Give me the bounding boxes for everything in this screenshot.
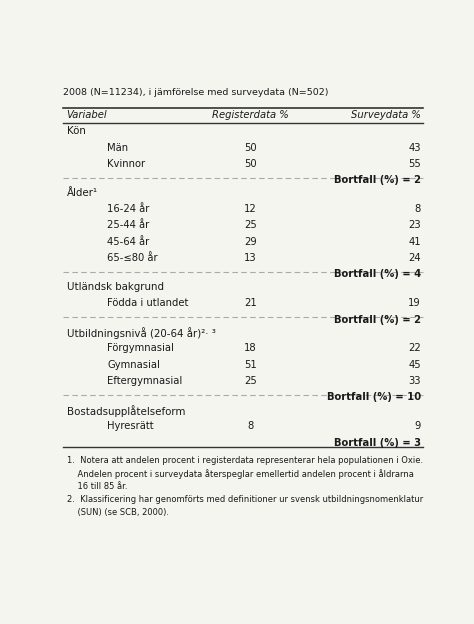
Text: Kvinnor: Kvinnor <box>107 159 145 169</box>
Text: 2008 (N=11234), i jämförelse med surveydata (N=502): 2008 (N=11234), i jämförelse med surveyd… <box>63 89 328 97</box>
Text: 50: 50 <box>244 159 256 169</box>
Text: 16-24 år: 16-24 år <box>107 204 149 214</box>
Text: 13: 13 <box>244 253 256 263</box>
Text: Bortfall (%) = 2: Bortfall (%) = 2 <box>334 314 421 324</box>
Text: 24: 24 <box>409 253 421 263</box>
Text: 25-44 år: 25-44 år <box>107 220 149 230</box>
Text: Utländsk bakgrund: Utländsk bakgrund <box>66 282 164 292</box>
Text: 29: 29 <box>244 236 256 247</box>
Text: (SUN) (se SCB, 2000).: (SUN) (se SCB, 2000). <box>66 509 169 517</box>
Text: Variabel: Variabel <box>66 110 107 120</box>
Text: Bortfall (%) = 2: Bortfall (%) = 2 <box>334 175 421 185</box>
Text: Registerdata %: Registerdata % <box>212 110 289 120</box>
Text: 1.  Notera att andelen procent i registerdata representerar hela populationen i : 1. Notera att andelen procent i register… <box>66 456 423 466</box>
Text: 33: 33 <box>409 376 421 386</box>
Text: 12: 12 <box>244 204 256 214</box>
Text: Surveydata %: Surveydata % <box>351 110 421 120</box>
Text: 25: 25 <box>244 376 256 386</box>
Text: Bortfall (%) = 10: Bortfall (%) = 10 <box>327 392 421 402</box>
Text: 25: 25 <box>244 220 256 230</box>
Text: 21: 21 <box>244 298 256 308</box>
Text: Hyresrätt: Hyresrätt <box>107 421 154 431</box>
Text: Andelen procent i surveydata återspeglar emellertid andelen procent i åldrarna: Andelen procent i surveydata återspeglar… <box>66 469 413 479</box>
Text: Bortfall (%) = 3: Bortfall (%) = 3 <box>334 437 421 447</box>
Text: Utbildningsnivå (20-64 år)²· ³: Utbildningsnivå (20-64 år)²· ³ <box>66 327 216 339</box>
Text: 41: 41 <box>409 236 421 247</box>
Text: 2.  Klassificering har genomförts med definitioner ur svensk utbildningsnomenkla: 2. Klassificering har genomförts med def… <box>66 495 423 504</box>
Text: 55: 55 <box>408 159 421 169</box>
Text: Gymnasial: Gymnasial <box>107 360 160 370</box>
Text: 8: 8 <box>415 204 421 214</box>
Text: Bortfall (%) = 4: Bortfall (%) = 4 <box>334 270 421 280</box>
Text: 23: 23 <box>409 220 421 230</box>
Text: 18: 18 <box>244 343 256 353</box>
Text: 9: 9 <box>415 421 421 431</box>
Text: Bostadsupplåtelseform: Bostadsupplåtelseform <box>66 405 185 417</box>
Text: Kön: Kön <box>66 126 85 136</box>
Text: 16 till 85 år.: 16 till 85 år. <box>66 482 127 491</box>
Text: Ålder¹: Ålder¹ <box>66 188 98 198</box>
Text: 19: 19 <box>408 298 421 308</box>
Text: 22: 22 <box>408 343 421 353</box>
Text: Män: Män <box>107 143 128 153</box>
Text: 45-64 år: 45-64 år <box>107 236 149 247</box>
Text: Eftergymnasial: Eftergymnasial <box>107 376 182 386</box>
Text: 51: 51 <box>244 360 256 370</box>
Text: 43: 43 <box>409 143 421 153</box>
Text: 65-≤80 år: 65-≤80 år <box>107 253 158 263</box>
Text: Födda i utlandet: Födda i utlandet <box>107 298 188 308</box>
Text: 45: 45 <box>409 360 421 370</box>
Text: 8: 8 <box>247 421 254 431</box>
Text: Förgymnasial: Förgymnasial <box>107 343 174 353</box>
Text: 50: 50 <box>244 143 256 153</box>
